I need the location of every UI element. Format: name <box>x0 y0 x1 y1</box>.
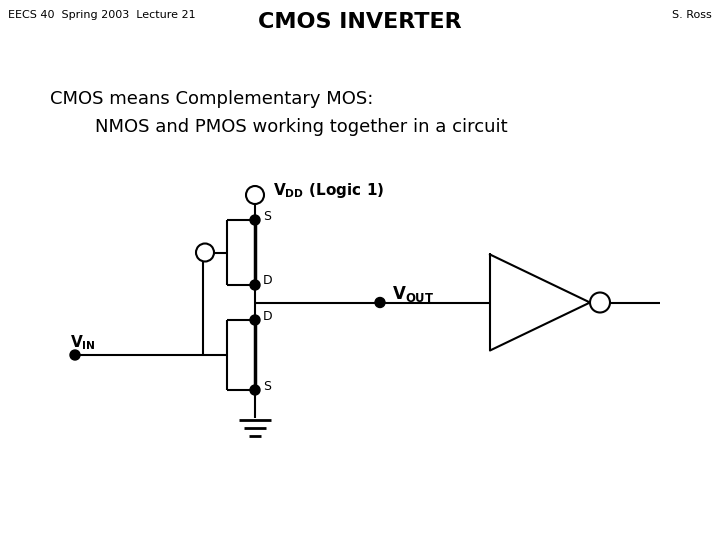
Circle shape <box>590 293 610 313</box>
Text: V$_{\mathregular{OUT}}$: V$_{\mathregular{OUT}}$ <box>392 285 434 305</box>
Circle shape <box>250 385 260 395</box>
Text: S: S <box>263 380 271 393</box>
Text: S: S <box>263 210 271 222</box>
Text: NMOS and PMOS working together in a circuit: NMOS and PMOS working together in a circ… <box>95 118 508 136</box>
Text: D: D <box>263 309 273 322</box>
Circle shape <box>250 315 260 325</box>
Text: D: D <box>263 274 273 287</box>
Text: CMOS INVERTER: CMOS INVERTER <box>258 12 462 32</box>
Circle shape <box>375 298 385 307</box>
Circle shape <box>196 244 214 261</box>
Text: V$_{\mathregular{DD}}$ (Logic 1): V$_{\mathregular{DD}}$ (Logic 1) <box>273 181 384 200</box>
Circle shape <box>70 350 80 360</box>
Text: EECS 40  Spring 2003  Lecture 21: EECS 40 Spring 2003 Lecture 21 <box>8 10 196 20</box>
Text: S. Ross: S. Ross <box>672 10 712 20</box>
Circle shape <box>250 215 260 225</box>
Text: V$_{\mathregular{IN}}$: V$_{\mathregular{IN}}$ <box>70 333 96 352</box>
Circle shape <box>250 280 260 290</box>
Circle shape <box>246 186 264 204</box>
Text: CMOS means Complementary MOS:: CMOS means Complementary MOS: <box>50 90 374 108</box>
